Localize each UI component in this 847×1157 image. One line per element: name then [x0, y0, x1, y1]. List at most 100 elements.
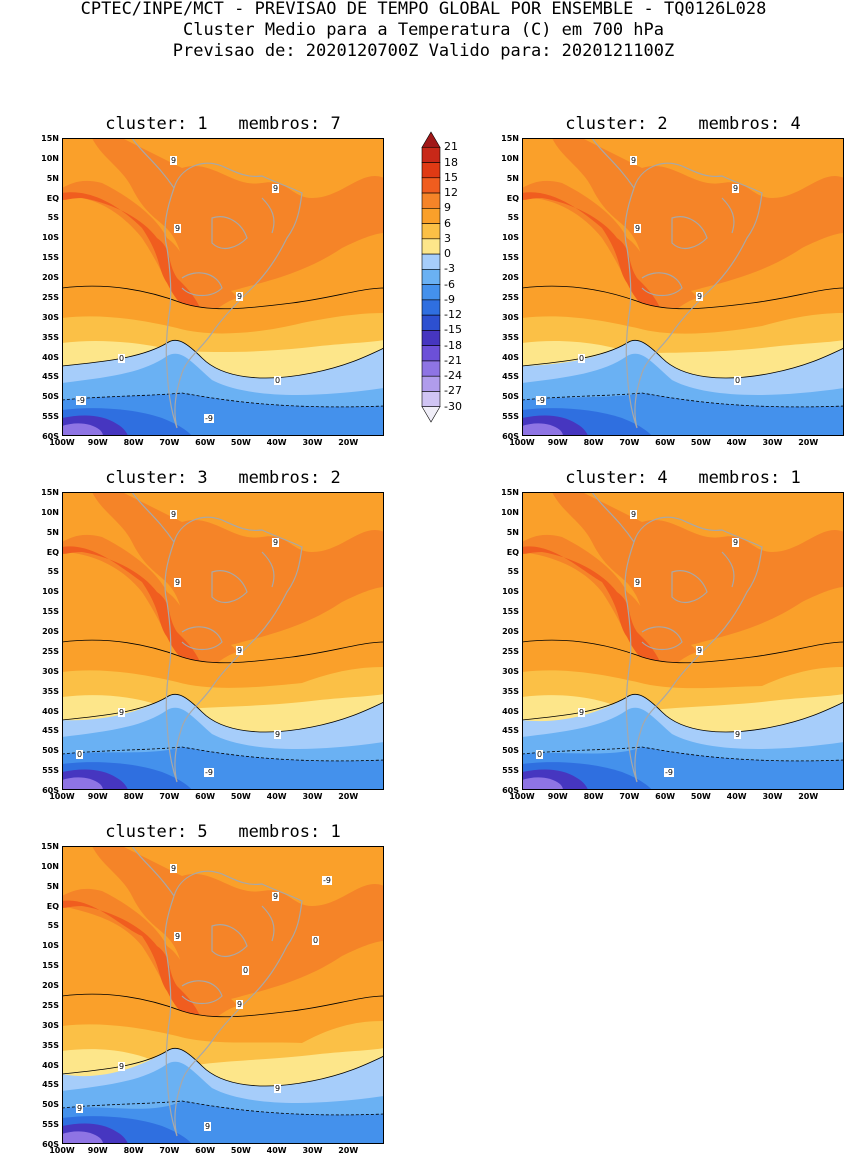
latitude-tick-label: 10S — [502, 233, 519, 243]
latitude-tick-label: 50S — [502, 392, 519, 402]
contour-value-label: -9 — [204, 768, 214, 777]
temperature-band — [62, 546, 202, 667]
contour-value-label: 9 — [732, 184, 740, 193]
panel-title-cluster-3: cluster: 3 membros: 2 — [105, 468, 341, 488]
temperature-band — [62, 846, 384, 1000]
colorbar-tick-label: 0 — [444, 247, 451, 261]
latitude-tick-label: 15S — [502, 607, 519, 617]
longitude-tick-label: 50W — [230, 438, 251, 447]
contour-line — [62, 1100, 384, 1116]
map-frame — [62, 492, 384, 790]
colorbar-swatch — [421, 375, 441, 392]
longitude-tick-label: 100W — [509, 792, 535, 801]
map-frame — [522, 138, 844, 436]
latitude-tick-label: 20S — [42, 981, 59, 991]
longitude-tick-label: 90W — [547, 438, 568, 447]
latitude-tick-label: 5N — [506, 173, 519, 183]
latitude-tick-label: 50S — [502, 746, 519, 756]
longitude-tick-label: 50W — [230, 792, 251, 801]
contour-line — [62, 639, 384, 664]
longitude-tick-label: 80W — [583, 438, 604, 447]
contour-value-label: 9 — [630, 510, 638, 519]
latitude-tick-label: 10S — [42, 233, 59, 243]
contour-value-label: 9 — [272, 538, 280, 547]
contour-value-label: 9 — [274, 1084, 282, 1093]
colorbar-swatch — [421, 223, 441, 240]
contour-value-label: -9 — [536, 396, 546, 405]
latitude-tick-label: 40S — [42, 1060, 59, 1070]
contour-value-label: 0 — [118, 354, 126, 363]
temperature-band — [522, 546, 662, 667]
temperature-band — [62, 192, 202, 313]
latitude-tick-label: 35S — [42, 686, 59, 696]
longitude-tick-label: 30W — [302, 438, 323, 447]
longitude-tick-label: 40W — [726, 438, 747, 447]
colorbar-tick-label: 18 — [444, 155, 458, 169]
contour-line — [62, 1047, 384, 1087]
contour-value-label: 9 — [634, 224, 642, 233]
contour-value-label: 9 — [236, 646, 244, 655]
contour-value-label: 9 — [634, 578, 642, 587]
map-header-dates: Previsao de: 2020120700Z Valido para: 20… — [172, 41, 675, 61]
longitude-tick-label: 70W — [159, 792, 180, 801]
latitude-tick-label: 55S — [42, 412, 59, 422]
colorbar-tick-label: -18 — [444, 338, 462, 352]
colorbar-tick-label: -30 — [444, 399, 462, 413]
colorbar-swatch — [421, 177, 441, 194]
latitude-tick-label: 15S — [42, 607, 59, 617]
latitude-tick-label: 25S — [42, 1000, 59, 1010]
colorbar-swatch — [421, 269, 441, 285]
temperature-band — [522, 534, 697, 679]
longitude-tick-label: 90W — [547, 792, 568, 801]
latitude-tick-label: 40S — [502, 352, 519, 362]
latitude-tick-label: 10S — [42, 587, 59, 597]
longitude-tick-label: 40W — [726, 792, 747, 801]
longitude-tick-label: 30W — [762, 792, 783, 801]
coastline-overlay — [131, 846, 303, 1137]
contour-line — [522, 693, 844, 733]
colorbar-swatch — [421, 330, 441, 346]
latitude-tick-label: 5S — [47, 921, 59, 931]
coastline-overlay — [591, 492, 763, 783]
latitude-tick-label: 30S — [42, 1020, 59, 1030]
latitude-tick-label: 25S — [42, 646, 59, 656]
latitude-tick-label: 60S — [42, 1140, 59, 1149]
latitude-tick-label: 40S — [502, 706, 519, 716]
colorbar-swatch — [421, 192, 441, 209]
colorbar-swatch — [421, 284, 441, 301]
latitude-tick-label: 10S — [502, 587, 519, 597]
contour-line — [62, 746, 384, 762]
contour-value-label: -9 — [664, 768, 674, 777]
temperature-band — [62, 492, 384, 646]
latitude-tick-label: 50S — [42, 1100, 59, 1110]
latitude-tick-label: 15S — [502, 253, 519, 263]
latitude-tick-label: 5S — [47, 213, 59, 223]
temperature-band — [62, 534, 237, 679]
longitude-tick-label: 20W — [338, 792, 359, 801]
longitude-tick-label: 90W — [87, 438, 108, 447]
contour-value-label: 9 — [174, 578, 182, 587]
map-frame — [62, 846, 384, 1144]
contour-line — [62, 285, 384, 310]
longitude-tick-label: 100W — [49, 1146, 75, 1155]
temperature-band — [62, 888, 237, 1033]
longitude-tick-label: 40W — [266, 438, 287, 447]
latitude-tick-label: EQ — [46, 547, 59, 557]
latitude-tick-label: 10N — [41, 861, 59, 871]
longitude-tick-label: 90W — [87, 792, 108, 801]
temperature-field-map — [62, 138, 384, 436]
latitude-tick-label: 10N — [501, 153, 519, 163]
latitude-tick-label: 15N — [501, 488, 519, 497]
latitude-tick-label: 45S — [42, 1080, 59, 1090]
longitude-tick-label: 60W — [655, 792, 676, 801]
latitude-tick-label: 55S — [42, 1120, 59, 1130]
temperature-band — [522, 180, 697, 325]
latitude-tick-label: 5S — [47, 567, 59, 577]
colorbar-swatch — [421, 253, 441, 270]
latitude-tick-label: 5N — [46, 173, 59, 183]
contour-line — [522, 746, 844, 762]
contour-value-label: 9 — [170, 156, 178, 165]
colorbar-tick-label: 15 — [444, 170, 458, 184]
panel-title-cluster-4: cluster: 4 membros: 1 — [565, 468, 801, 488]
map-header-title: CPTEC/INPE/MCT - PREVISAO DE TEMPO GLOBA… — [80, 0, 767, 19]
